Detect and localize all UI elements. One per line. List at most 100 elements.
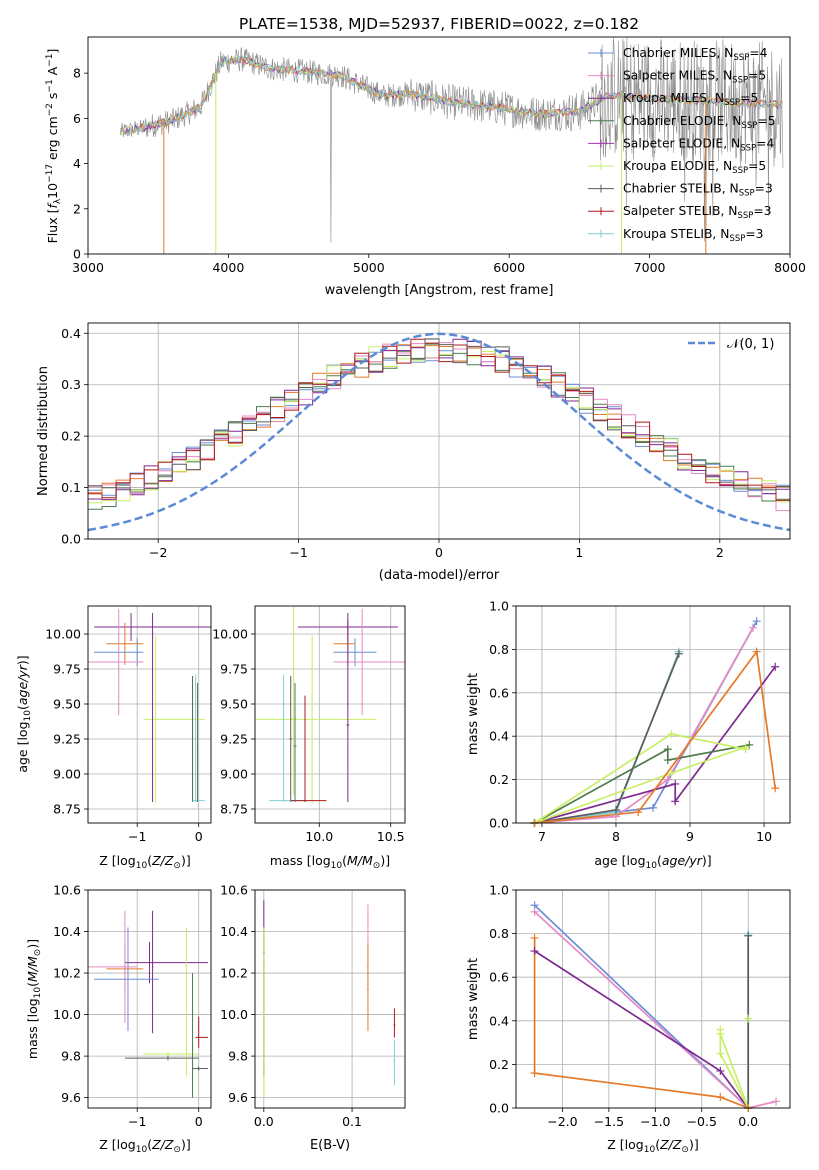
y-tick-label: 10.0 xyxy=(220,1007,248,1022)
residual-histogram xyxy=(88,338,790,493)
error-bars xyxy=(262,900,396,1098)
data-point xyxy=(671,779,680,788)
x-tick-label: 0 xyxy=(435,545,443,560)
x-tick-label: 0 xyxy=(195,1114,203,1129)
x-tick-label: 10.5 xyxy=(377,829,405,844)
y-axis-label: mass weight xyxy=(466,673,481,755)
spectrum-lines xyxy=(119,37,784,254)
x-axis-label: (data-model)/error xyxy=(379,568,500,583)
y-tick-label: 9.25 xyxy=(220,732,248,747)
data-point xyxy=(716,1049,725,1058)
y-tick-label: 9.00 xyxy=(220,767,248,782)
y-tick-label: 0.4 xyxy=(489,1013,509,1028)
y-tick-label: 0.6 xyxy=(489,685,509,700)
y-tick-label: 0.0 xyxy=(489,816,509,831)
series-line xyxy=(533,938,749,1108)
x-tick-label: 0.0 xyxy=(254,1114,274,1129)
y-axis-label: Flux [fλ10−17 erg cm−2 s−1 A−1] xyxy=(45,49,63,244)
y-tick-label: 0.2 xyxy=(61,429,81,444)
error-bars xyxy=(255,606,405,804)
x-axis-label: Z [log10(Z/Z⊙)] xyxy=(607,1137,698,1155)
y-tick-label: 10.2 xyxy=(220,966,248,981)
y-axis-label: Normed distribution xyxy=(36,366,51,496)
legend-entry: Salpeter ELODIE, NSSP=4 xyxy=(623,136,774,153)
y-tick-label: 6 xyxy=(73,111,81,126)
x-axis-label: E(B-V) xyxy=(310,1138,350,1153)
data-point xyxy=(744,931,753,940)
x-tick-label: 5000 xyxy=(353,260,385,275)
axes-frame xyxy=(254,889,406,1109)
data-point xyxy=(667,769,676,778)
data-point xyxy=(752,617,761,626)
data-point xyxy=(772,1097,781,1106)
x-tick-label: 7 xyxy=(538,829,546,844)
x-tick-label: 0.1 xyxy=(342,1114,362,1129)
y-tick-label: 8.75 xyxy=(53,802,81,817)
data-point xyxy=(771,662,780,671)
legend-entry: Chabrier MILES, NSSP=4 xyxy=(623,46,768,63)
y-tick-label: 10.2 xyxy=(53,966,81,981)
x-tick-label: −1 xyxy=(128,829,146,844)
data-point xyxy=(530,907,539,916)
error-bars xyxy=(88,910,208,1098)
data-point xyxy=(530,933,539,942)
x-tick-label: 1 xyxy=(575,545,583,560)
data-point xyxy=(649,803,657,812)
legend-entry: Kroupa MILES, NSSP=5 xyxy=(623,91,758,108)
normal-curve xyxy=(88,332,790,532)
data-point xyxy=(752,647,761,656)
data-point xyxy=(716,1029,725,1038)
series-line xyxy=(534,744,750,823)
data-point xyxy=(741,743,750,752)
series-line xyxy=(534,627,754,823)
y-tick-label: 9.75 xyxy=(53,662,81,677)
axes-frame xyxy=(515,889,791,1109)
y-tick-label: 0.0 xyxy=(489,1101,509,1116)
x-tick-label: 8000 xyxy=(774,260,806,275)
x-tick-label: 10 xyxy=(756,829,772,844)
x-tick-label: −0.5 xyxy=(687,1114,717,1129)
series-group xyxy=(534,620,777,823)
x-tick-label: 0 xyxy=(195,829,203,844)
x-tick-label: −1.0 xyxy=(640,1114,670,1129)
x-axis-label: Z [log10(Z/Z⊙)] xyxy=(99,853,190,871)
data-point xyxy=(744,1014,753,1023)
legend-entry: Kroupa STELIB, NSSP=3 xyxy=(623,227,764,244)
x-axis-label: wavelength [Angstrom, rest frame] xyxy=(325,283,554,298)
legend-entry: Chabrier STELIB, NSSP=3 xyxy=(623,182,773,199)
y-axis-label: mass weight xyxy=(466,958,481,1040)
data-point xyxy=(663,745,672,754)
legend-entry: Chabrier ELODIE, NSSP=5 xyxy=(623,114,776,131)
data-point xyxy=(663,775,672,784)
series-line xyxy=(534,666,776,823)
y-tick-label: 9.75 xyxy=(220,662,248,677)
series-line xyxy=(534,649,777,823)
figure-title: PLATE=1538, MJD=52937, FIBERID=0022, z=0… xyxy=(239,15,639,33)
legend-entry: 𝒩(0, 1) xyxy=(727,337,774,352)
legend-entry: Salpeter STELIB, NSSP=3 xyxy=(623,204,772,221)
x-axis-label: age [log10(age/yr)] xyxy=(594,853,711,871)
model-spectrum-line xyxy=(120,55,783,135)
axes-frame xyxy=(254,605,406,824)
y-tick-label: 10.00 xyxy=(45,627,81,642)
x-tick-label: 8 xyxy=(612,829,620,844)
axes-frame xyxy=(87,605,212,824)
data-point xyxy=(634,808,643,817)
axes-frame xyxy=(515,605,791,824)
data-point xyxy=(771,784,780,793)
y-tick-label: 0.4 xyxy=(489,729,509,744)
y-tick-label: 1.0 xyxy=(489,883,509,898)
legend-entry: Kroupa ELODIE, NSSP=5 xyxy=(623,159,766,176)
x-tick-label: 2 xyxy=(716,545,724,560)
y-tick-label: 9.8 xyxy=(61,1049,81,1064)
data-point xyxy=(745,740,754,749)
y-tick-label: 0 xyxy=(73,247,81,262)
y-tick-label: 0.2 xyxy=(489,1057,509,1072)
y-axis-label: mass [log10(M/M⊙)] xyxy=(25,939,43,1059)
y-tick-label: 0.3 xyxy=(61,377,81,392)
x-tick-label: −1 xyxy=(289,545,307,560)
y-tick-label: 9.25 xyxy=(53,732,81,747)
axes-frame xyxy=(87,322,791,540)
y-tick-label: 4 xyxy=(73,156,81,171)
x-tick-label: 0.0 xyxy=(738,1114,758,1129)
